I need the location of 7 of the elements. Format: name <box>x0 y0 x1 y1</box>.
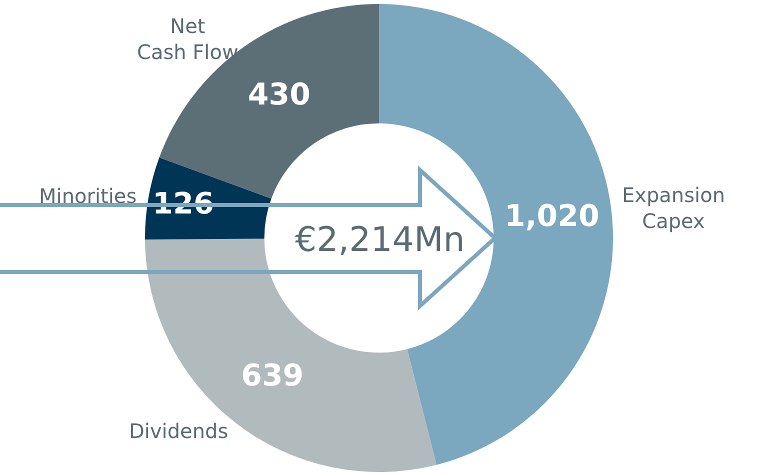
slice-label: Dividends <box>129 419 228 443</box>
slice-label: Minorities <box>39 184 137 208</box>
data-label: 639 <box>241 358 304 394</box>
slice-label: Expansion Capex <box>622 183 725 233</box>
data-label: 430 <box>248 78 310 113</box>
data-label: 1,020 <box>504 198 600 234</box>
text: €2,214Mn <box>295 220 465 260</box>
